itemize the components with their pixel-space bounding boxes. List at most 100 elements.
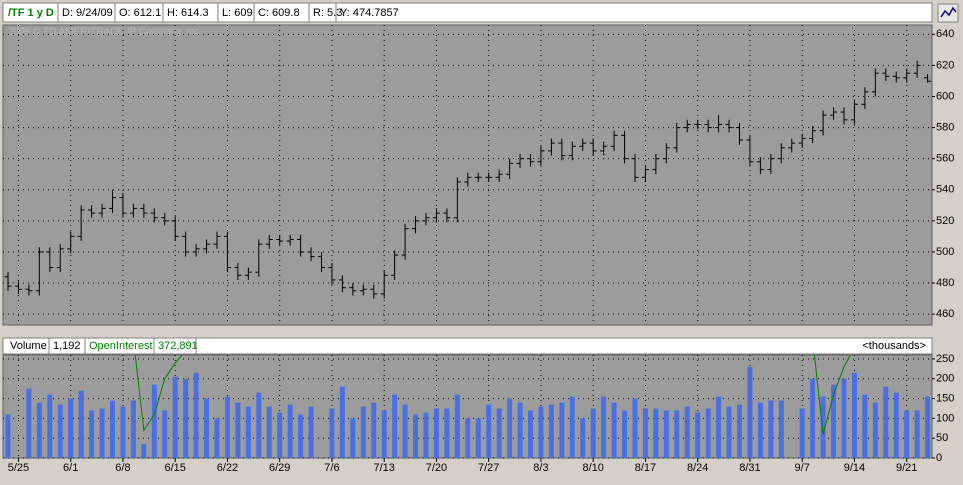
volume-bar bbox=[674, 410, 680, 458]
volume-bar bbox=[872, 402, 878, 458]
y-tick-label: 100 bbox=[936, 412, 954, 424]
volume-bar bbox=[99, 408, 105, 458]
volume-bar bbox=[601, 396, 607, 458]
volume-bar bbox=[298, 414, 304, 458]
y-tick-label: 580 bbox=[936, 121, 954, 133]
volume-bar bbox=[235, 402, 241, 458]
y-tick-label: 520 bbox=[936, 215, 954, 227]
volume-bar bbox=[486, 404, 492, 458]
volume-bar bbox=[528, 410, 533, 458]
volume-bar bbox=[705, 408, 711, 458]
volume-bar bbox=[580, 418, 586, 458]
volume-bar bbox=[57, 404, 63, 458]
volume-bar bbox=[841, 378, 847, 458]
volume-bar bbox=[642, 408, 648, 458]
volume-bar bbox=[538, 406, 544, 458]
volume-bar bbox=[737, 404, 742, 458]
y-tick-label: 600 bbox=[936, 90, 954, 102]
y-tick-label: 150 bbox=[936, 392, 954, 404]
volume-bar bbox=[350, 418, 356, 458]
volume-bar bbox=[162, 410, 168, 458]
oi-line bbox=[813, 355, 851, 435]
volume-plot bbox=[5, 355, 931, 458]
header-field: C: 609.8 bbox=[258, 7, 300, 19]
header-field: O: 612.1 bbox=[119, 7, 161, 19]
volume-bar bbox=[329, 408, 335, 458]
volume-bar bbox=[47, 394, 53, 458]
y-tick-label: 560 bbox=[936, 153, 954, 165]
volume-bar bbox=[5, 414, 11, 458]
volume-bar bbox=[622, 410, 628, 458]
volume-bar bbox=[287, 404, 293, 458]
current-value: 1,192 bbox=[53, 340, 81, 352]
volume-bar bbox=[653, 408, 659, 458]
volume-bar bbox=[120, 406, 126, 458]
volume-bar bbox=[548, 404, 554, 458]
volume-bar bbox=[214, 418, 220, 458]
x-tick-label: 8/17 bbox=[635, 462, 656, 474]
y-tick-label: 50 bbox=[936, 432, 948, 444]
volume-bar bbox=[308, 406, 314, 458]
volume-bar bbox=[141, 444, 147, 458]
x-tick-label: 6/8 bbox=[115, 462, 130, 474]
volume-bar bbox=[517, 402, 523, 458]
volume-bar bbox=[444, 408, 450, 458]
legend-label: Volume bbox=[10, 340, 47, 352]
symbol[interactable]: /TF 1 y D bbox=[8, 7, 54, 19]
volume-bar bbox=[454, 394, 460, 458]
y-tick-label: 200 bbox=[936, 373, 954, 385]
volume-bar bbox=[559, 402, 565, 458]
x-tick-label: 9/7 bbox=[795, 462, 810, 474]
volume-bar bbox=[768, 400, 774, 458]
volume-bar bbox=[831, 384, 837, 458]
x-tick-label: 8/3 bbox=[533, 462, 548, 474]
x-tick-label: 6/29 bbox=[269, 462, 290, 474]
x-tick-label: 8/10 bbox=[582, 462, 603, 474]
volume-bar bbox=[778, 400, 784, 458]
watermark: 2009 © TD AMERITRADE IP Company, Inc. bbox=[8, 27, 203, 38]
volume-bar bbox=[130, 400, 136, 458]
x-tick-label: 6/22 bbox=[217, 462, 238, 474]
y-tick-label: 460 bbox=[936, 308, 954, 320]
volume-bar bbox=[810, 378, 816, 458]
y-tick-label: 540 bbox=[936, 184, 954, 196]
header-field: L: 609 bbox=[222, 7, 253, 19]
volume-bar bbox=[402, 404, 408, 458]
header-field: R: 5.3 bbox=[313, 7, 342, 19]
x-tick-label: 9/14 bbox=[844, 462, 865, 474]
volume-bar bbox=[392, 394, 398, 458]
volume-bar bbox=[611, 402, 617, 458]
volume-bar bbox=[68, 398, 74, 458]
header-bar bbox=[2, 2, 933, 23]
volume-bar bbox=[183, 378, 189, 458]
volume-bar bbox=[371, 402, 377, 458]
oi-line bbox=[134, 355, 183, 432]
volume-bar bbox=[266, 406, 272, 458]
volume-bar bbox=[716, 396, 722, 458]
volume-bar bbox=[277, 412, 283, 458]
volume-bar bbox=[89, 410, 95, 458]
header-field: H: 614.3 bbox=[167, 7, 209, 19]
x-tick-label: 7/27 bbox=[478, 462, 499, 474]
volume-bar bbox=[569, 396, 575, 458]
volume-bar bbox=[245, 406, 251, 458]
volume-bar bbox=[172, 376, 178, 458]
volume-bar bbox=[78, 390, 84, 458]
volume-bar bbox=[914, 410, 920, 458]
volume-bar bbox=[663, 410, 669, 458]
volume-bar bbox=[256, 392, 262, 458]
volume-bar bbox=[360, 406, 366, 458]
volume-bar bbox=[726, 406, 732, 458]
legend-label: OpenInterest bbox=[89, 340, 153, 352]
chart-icon-glyph bbox=[940, 6, 957, 18]
volume-bar bbox=[862, 394, 868, 458]
x-tick-label: 8/24 bbox=[687, 462, 708, 474]
volume-bar bbox=[632, 398, 638, 458]
current-value: 372,891 bbox=[158, 340, 198, 352]
x-tick-label: 9/21 bbox=[896, 462, 917, 474]
volume-bar bbox=[193, 372, 199, 458]
volume-bar bbox=[851, 372, 857, 458]
x-tick-label: 7/13 bbox=[373, 462, 394, 474]
volume-bar bbox=[799, 408, 805, 458]
x-tick-label: 7/6 bbox=[324, 462, 339, 474]
